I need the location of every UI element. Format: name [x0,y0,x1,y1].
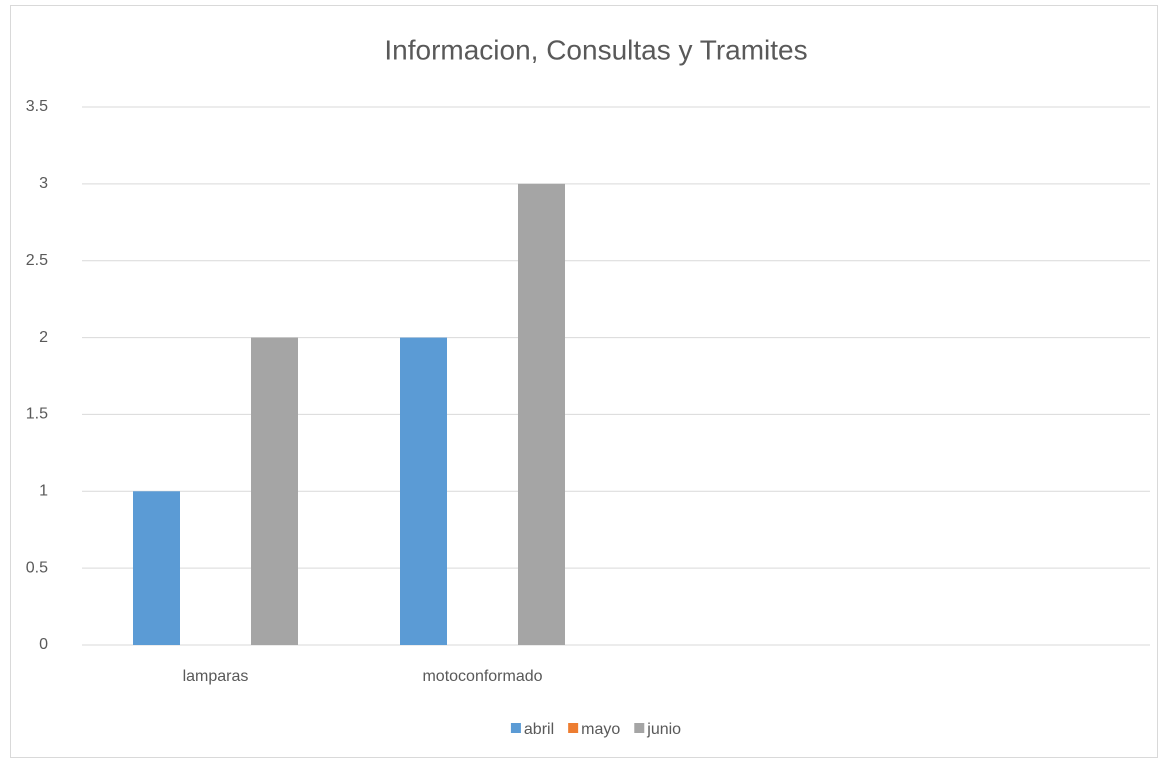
y-tick-label: 2.5 [26,252,48,269]
bar [251,337,298,645]
chart-title: Informacion, Consultas y Tramites [384,34,807,65]
y-tick-label: 1 [39,483,48,500]
y-tick-label: 0.5 [26,559,48,576]
x-tick-label: lamparas [183,668,249,685]
y-tick-label: 3.5 [26,98,48,115]
y-tick-label: 2 [39,329,48,346]
legend-swatch [510,723,521,733]
bar [133,491,180,645]
legend-label: abril [524,721,554,738]
bar [400,337,447,645]
y-tick-label: 0 [39,636,48,653]
legend-swatch [568,723,579,733]
legend-swatch [634,723,645,733]
x-tick-label: motoconformado [422,668,542,685]
y-tick-label: 3 [39,175,48,192]
chart-frame [10,5,1158,758]
y-tick-label: 1.5 [26,406,48,423]
legend-label: mayo [581,721,620,738]
bar [518,183,565,645]
legend-label: junio [646,721,681,738]
